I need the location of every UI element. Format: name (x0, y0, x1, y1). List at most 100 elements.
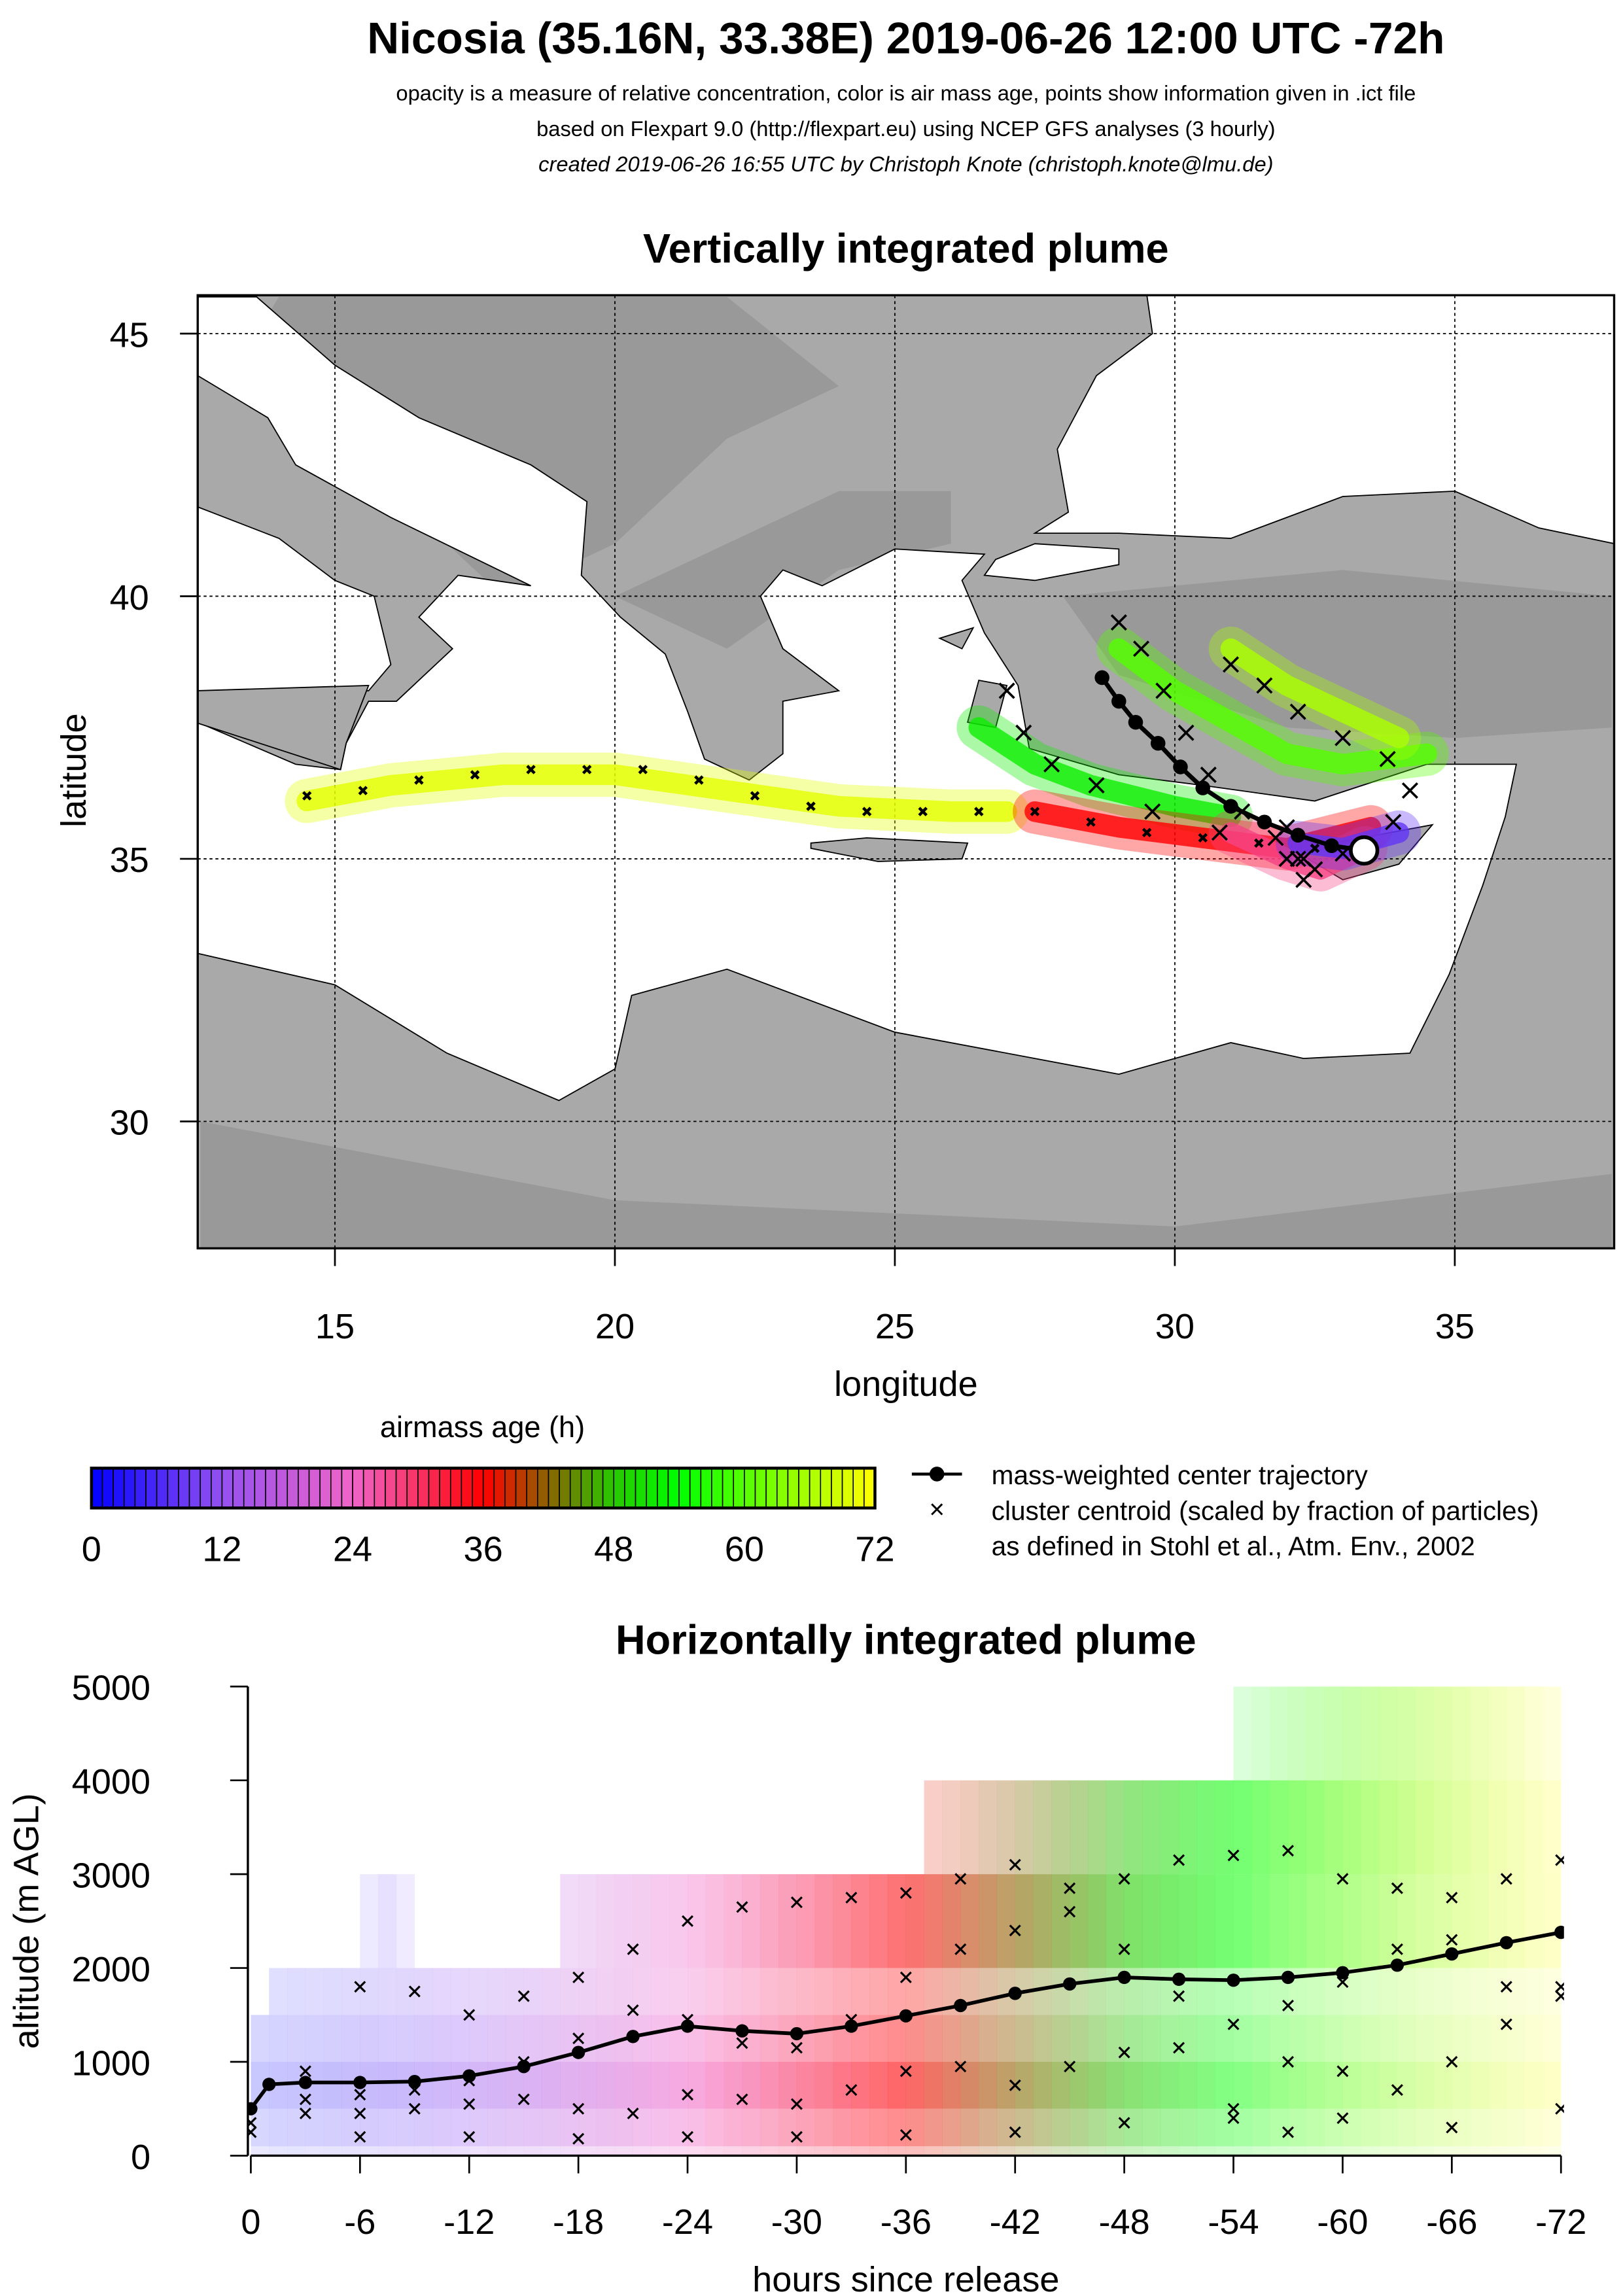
cluster-centroid-marker (1009, 1858, 1021, 1871)
cluster-centroid-marker (463, 2131, 476, 2143)
lon-tick-label: 35 (1435, 1307, 1475, 1346)
plume-cell (305, 2146, 324, 2156)
plume-cell (724, 2015, 742, 2062)
plume-cell (396, 2146, 415, 2156)
plume-cell (1124, 2062, 1143, 2109)
plume-cell (287, 2108, 306, 2147)
plume-cell (888, 2108, 906, 2147)
plume-cell (1433, 2108, 1452, 2147)
plume-cell (1324, 2015, 1343, 2062)
plume-cell (542, 2108, 561, 2147)
plume-cell (1015, 1874, 1034, 1968)
cluster-centroid-marker (682, 1915, 694, 1927)
legend: mass-weighted center trajectory × cluste… (911, 1460, 1539, 1561)
cluster-centroid-marker (1030, 807, 1040, 816)
center-trajectory-line (249, 1930, 1562, 2110)
island (198, 684, 370, 771)
plume-cell (287, 2015, 306, 2062)
colorbar-cell (711, 1467, 724, 1509)
plume-cell (578, 2108, 597, 2147)
plume-cell (942, 1874, 961, 1968)
cluster-centroid-marker (899, 1887, 912, 1899)
plume-cell (1070, 2015, 1089, 2062)
cluster-centroid-marker (1200, 766, 1217, 784)
center-trajectory-point (1223, 799, 1238, 814)
plume-cell (251, 2015, 270, 2062)
plume-cell (1179, 2146, 1198, 2156)
plume-cell (705, 1968, 724, 2015)
plume-cell (742, 2062, 761, 2109)
cluster-centroid-marker (1555, 1854, 1564, 1866)
plume-cell (1543, 1780, 1562, 1875)
colorbar: 0 12 24 36 48 60 72 (82, 1467, 895, 1569)
plume-cell (1506, 2062, 1525, 2109)
plume-cell (1287, 2146, 1306, 2156)
plume-cell (1543, 2108, 1562, 2147)
center-trajectory-point (1257, 814, 1272, 830)
cluster-centroid-marker (1289, 703, 1306, 720)
hour-tick-label: -60 (1317, 2202, 1368, 2242)
plume-cell (1415, 1968, 1434, 2015)
cluster-centroid-marker (572, 1971, 585, 1983)
center-trajectory-point (626, 2030, 640, 2044)
plume-cell (269, 2108, 288, 2147)
cluster-centroid-marker (790, 2098, 803, 2110)
colorbar-tick-label: 72 (855, 1530, 894, 1569)
plume-cell (341, 1968, 360, 2015)
cluster-centroid-marker (1009, 2126, 1021, 2138)
plume-cell (1251, 2015, 1270, 2062)
plume-cell (1142, 1874, 1161, 1968)
cluster-centroid-marker (1282, 1999, 1294, 2011)
plume-cell (378, 2015, 397, 2062)
sea (1032, 295, 1614, 544)
hour-tick-label: -66 (1426, 2202, 1477, 2242)
plume-cell (1015, 2062, 1034, 2109)
plume-cell (596, 2146, 615, 2156)
plume-cell (323, 2108, 342, 2147)
plume-cell (996, 2146, 1015, 2156)
plume-cell (1015, 2015, 1034, 2062)
plume-cell (814, 1968, 833, 2015)
cluster-centroid-marker (1227, 1849, 1240, 1862)
cluster-centroid-marker (899, 1971, 912, 1983)
colorbar-cell (319, 1467, 332, 1509)
colorbar-cell (308, 1467, 321, 1509)
plume-cell (451, 2146, 470, 2156)
plume-cell (341, 2015, 360, 2062)
colorbar-cell (113, 1467, 125, 1509)
colorbar-cell (449, 1467, 462, 1509)
plume-cell (1251, 1874, 1270, 1968)
cluster-centroid-marker (1555, 1990, 1564, 2002)
profile-title: Horizontally integrated plume (616, 1618, 1196, 1663)
cluster-centroid-marker (302, 791, 312, 801)
colorbar-cell (493, 1467, 506, 1509)
plume-cell (469, 2015, 488, 2062)
cluster-centroid-marker (1555, 2102, 1564, 2115)
cluster-centroid-marker (517, 1990, 530, 2002)
plume-cell (1215, 2146, 1234, 2156)
colorbar-cell (101, 1467, 114, 1509)
plume-cell (1342, 2062, 1361, 2109)
colorbar-cell (798, 1467, 811, 1509)
plume-cell (305, 2015, 324, 2062)
plume-cell (1270, 1874, 1289, 1968)
cluster-centroid-marker (1282, 2126, 1294, 2138)
plume-cell (1233, 2062, 1252, 2109)
colorbar-cell (211, 1467, 223, 1509)
cluster-centroid-marker (682, 2089, 694, 2101)
plume-cell (1033, 1874, 1052, 1968)
plume-cell (1470, 2146, 1489, 2156)
plume-cell (924, 1874, 943, 1968)
plume-cell (378, 2108, 397, 2147)
altitude-tick-label: 5000 (72, 1669, 150, 1708)
colorbar-cell (287, 1467, 299, 1509)
center-trajectory-point (1128, 714, 1143, 730)
colorbar-cell (504, 1467, 517, 1509)
plume-cell (1488, 1874, 1507, 1968)
cluster-centroid-marker (1118, 2117, 1130, 2129)
plume-cell (633, 2062, 652, 2109)
plume-cell (1070, 2108, 1089, 2147)
cluster-centroid-marker (1118, 2046, 1130, 2059)
plume-cell (1142, 2108, 1161, 2147)
cluster-centroid-marker (1227, 2018, 1240, 2030)
